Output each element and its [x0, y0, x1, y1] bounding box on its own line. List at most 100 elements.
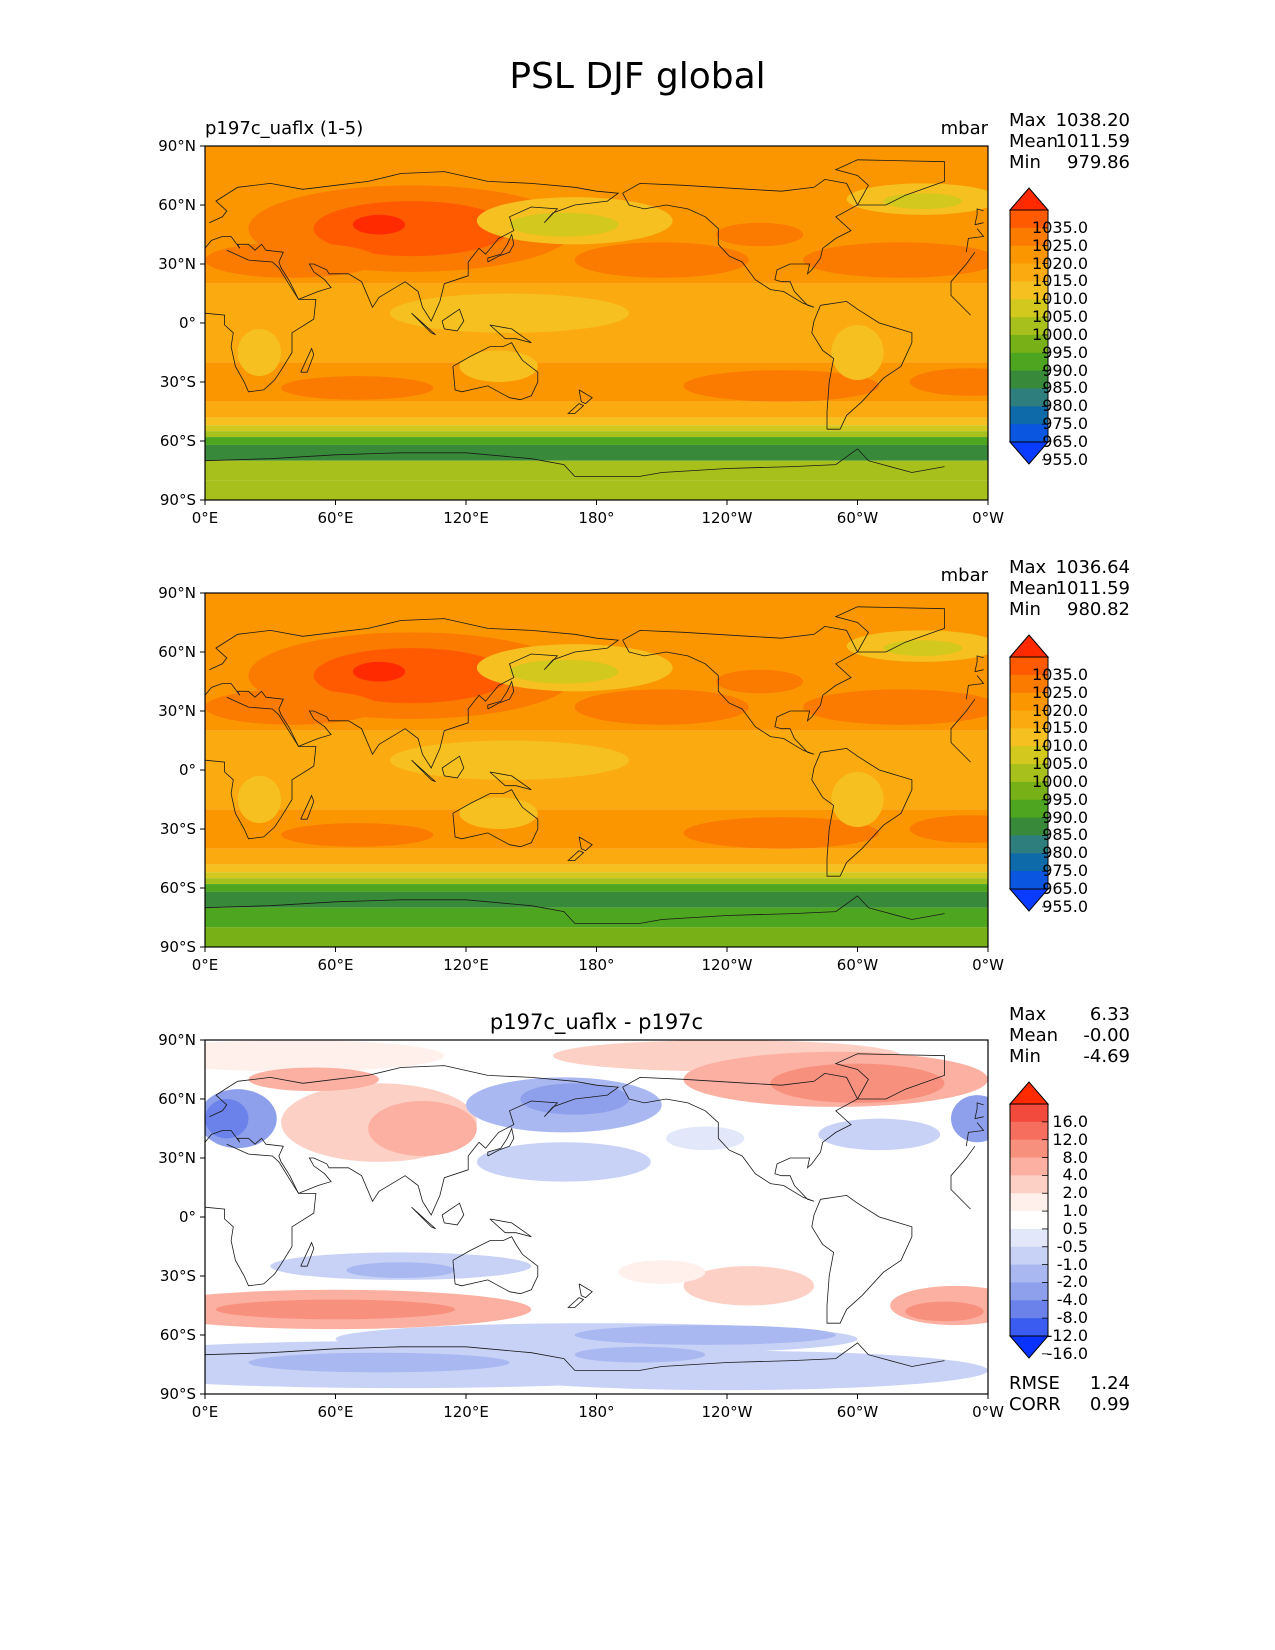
figure-title: PSL DJF global — [509, 56, 766, 97]
lon-tick-label: 0°W — [972, 956, 1004, 974]
lat-tick-label: 90°S — [159, 491, 196, 509]
lon-tick-label: 60°E — [317, 956, 354, 974]
colorbar-tick-label: 995.0 — [1042, 342, 1088, 362]
lon-tick-label: 120°E — [443, 1403, 489, 1421]
lat-tick-label: 60°N — [158, 1090, 196, 1108]
stat-value-max: 6.33 — [1089, 1004, 1130, 1025]
corr-value: 0.99 — [1089, 1394, 1130, 1415]
lon-tick-label: 120°E — [443, 956, 489, 974]
colorbar-tick-label: 1035.0 — [1032, 217, 1088, 237]
lat-tick-label: 30°N — [158, 1149, 196, 1167]
lat-tick-label: 90°S — [159, 1385, 196, 1403]
stat-value-min: 980.82 — [1067, 599, 1130, 620]
lat-tick-label: 0° — [178, 1208, 196, 1226]
lon-tick-label: 0°W — [972, 1403, 1004, 1421]
colorbar-tick-label: 2.0 — [1062, 1183, 1088, 1203]
map-plot — [200, 145, 1050, 505]
colorbar — [1008, 187, 1050, 465]
lat-tick-label: 0° — [178, 761, 196, 779]
coastlines — [205, 606, 985, 924]
colorbar-tick-label: 1025.0 — [1032, 682, 1088, 702]
lon-tick-label: 60°E — [317, 1403, 354, 1421]
colorbar-tick-label: 985.0 — [1042, 378, 1088, 398]
lat-tick-label: 60°N — [158, 196, 196, 214]
colorbar-tick-label: 990.0 — [1042, 360, 1088, 380]
colorbar-tick-label: 1010.0 — [1032, 289, 1088, 309]
panel-center-title: p197c_uaflx - p197c — [489, 1010, 704, 1034]
stat-label-min: Min — [1009, 1046, 1041, 1067]
colorbar-tick-label: 8.0 — [1062, 1147, 1088, 1167]
lon-tick-label: 60°E — [317, 509, 354, 527]
lat-tick-label: 30°S — [159, 820, 196, 838]
stat-value-mean: 1011.59 — [1055, 578, 1130, 599]
colorbar-tick-label: 0.5 — [1062, 1218, 1088, 1238]
panel-reference: 90°N 60°N 30°N 0° 30°S 60°S 90°S 0°E 60°E 120°E 18… — [0, 557, 1275, 1017]
lat-tick-label: 30°N — [158, 702, 196, 720]
stat-label-min: Min — [1009, 152, 1041, 173]
stat-value-min: -4.69 — [1083, 1046, 1130, 1067]
colorbar-tick-label: 975.0 — [1042, 861, 1088, 881]
lon-tick-label: 180° — [578, 509, 615, 527]
colorbar-tick-label: 1020.0 — [1032, 700, 1088, 720]
map-plot — [200, 592, 1050, 952]
lat-tick-label: 30°N — [158, 255, 196, 273]
stat-label-mean: Mean — [1009, 131, 1059, 152]
colorbar-tick-label: 955.0 — [1042, 896, 1088, 916]
lat-tick-label: 0° — [178, 314, 196, 332]
colorbar-tick-label: 1010.0 — [1032, 736, 1088, 756]
stat-label-mean: Mean — [1009, 578, 1059, 599]
colorbar-tick-label: -1.0 — [1056, 1254, 1088, 1274]
colorbar-tick-label: 1000.0 — [1032, 324, 1088, 344]
colorbar-tick-label: 4.0 — [1062, 1165, 1088, 1185]
coastlines — [205, 1053, 985, 1371]
lon-tick-label: 0°E — [191, 956, 219, 974]
lat-tick-label: 90°N — [158, 137, 196, 155]
colorbar — [1008, 634, 1050, 912]
colorbar-tick-label: 1005.0 — [1032, 307, 1088, 327]
colorbar-tick-label: -0.5 — [1056, 1236, 1088, 1256]
lon-tick-label: 120°W — [701, 956, 753, 974]
colorbar-tick-label: -16.0 — [1046, 1343, 1088, 1363]
rmse-value: 1.24 — [1089, 1373, 1130, 1394]
stat-label-min: Min — [1009, 599, 1041, 620]
colorbar — [1008, 1081, 1050, 1359]
colorbar-tick-label: 965.0 — [1042, 879, 1088, 898]
colorbar-tick-label: 12.0 — [1052, 1129, 1088, 1149]
lon-tick-label: 0°E — [191, 509, 219, 527]
coastlines — [205, 159, 985, 477]
units-label: mbar — [940, 118, 988, 139]
lon-tick-label: 60°W — [836, 509, 879, 527]
lat-tick-label: 90°N — [158, 1031, 196, 1049]
lon-tick-label: 120°E — [443, 509, 489, 527]
lat-tick-label: 60°S — [159, 432, 196, 450]
contour-field — [205, 593, 988, 947]
stat-label-max: Max — [1009, 557, 1047, 578]
colorbar-tick-label: -4.0 — [1056, 1290, 1088, 1310]
lon-tick-label: 0°W — [972, 509, 1004, 527]
colorbar-tick-label: 1.0 — [1062, 1201, 1088, 1221]
colorbar-tick-label: 1025.0 — [1032, 235, 1088, 255]
colorbar-tick-label: 980.0 — [1042, 396, 1088, 416]
lon-tick-label: 180° — [578, 1403, 615, 1421]
lon-tick-label: 0°E — [191, 1403, 219, 1421]
stat-value-mean: 1011.59 — [1055, 131, 1130, 152]
lat-tick-label: 30°S — [159, 1267, 196, 1285]
lon-tick-label: 60°W — [836, 956, 879, 974]
stat-label-max: Max — [1009, 1004, 1047, 1025]
units-label: mbar — [940, 565, 988, 586]
panel-test: 90°N 60°N 30°N 0° 30°S 60°S 90°S 0°E 60°E 120°E 18… — [0, 110, 1275, 570]
stat-value-max: 1038.20 — [1055, 110, 1130, 131]
colorbar-tick-label: 1015.0 — [1032, 718, 1088, 738]
lat-tick-label: 60°S — [159, 1326, 196, 1344]
lat-tick-label: 90°N — [158, 584, 196, 602]
colorbar-tick-label: -12.0 — [1046, 1326, 1088, 1345]
panel-difference: 90°N 60°N 30°N 0° 30°S 60°S 90°S 0°E 60°E 120°E 18… — [0, 1004, 1275, 1464]
colorbar-tick-label: 16.0 — [1052, 1111, 1088, 1131]
colorbar-tick-label: 1035.0 — [1032, 664, 1088, 684]
lon-tick-label: 180° — [578, 956, 615, 974]
stat-label-max: Max — [1009, 110, 1047, 131]
corr-label: CORR — [1009, 1394, 1061, 1415]
colorbar-tick-label: 965.0 — [1042, 432, 1088, 451]
stat-value-min: 979.86 — [1067, 152, 1130, 173]
stat-value-mean: -0.00 — [1083, 1025, 1130, 1046]
